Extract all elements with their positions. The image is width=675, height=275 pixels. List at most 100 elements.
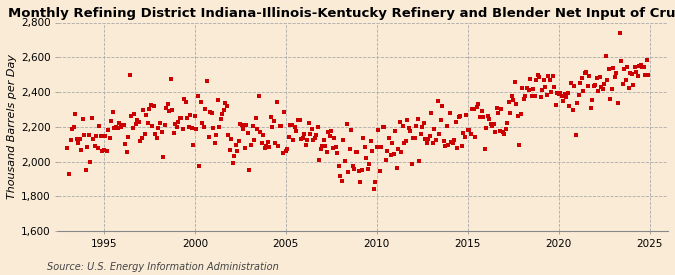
Point bbox=[561, 95, 572, 100]
Point bbox=[481, 126, 491, 130]
Point bbox=[281, 149, 292, 153]
Point bbox=[247, 123, 258, 128]
Point bbox=[482, 114, 493, 119]
Point bbox=[628, 83, 639, 87]
Point bbox=[158, 155, 169, 159]
Point bbox=[194, 164, 205, 168]
Point bbox=[450, 120, 461, 125]
Point bbox=[570, 133, 581, 137]
Point bbox=[314, 158, 325, 163]
Point bbox=[505, 111, 516, 116]
Point bbox=[587, 97, 597, 102]
Point bbox=[431, 138, 441, 142]
Point bbox=[82, 145, 92, 149]
Point bbox=[367, 148, 378, 153]
Point bbox=[389, 129, 400, 134]
Point bbox=[379, 125, 390, 129]
Point bbox=[614, 30, 625, 35]
Point bbox=[573, 93, 584, 98]
Point bbox=[122, 149, 132, 154]
Point bbox=[529, 94, 540, 98]
Point bbox=[591, 75, 602, 80]
Point bbox=[461, 112, 472, 117]
Point bbox=[227, 161, 238, 166]
Point bbox=[549, 85, 560, 90]
Point bbox=[376, 144, 387, 149]
Point bbox=[106, 119, 117, 124]
Point bbox=[393, 146, 404, 151]
Point bbox=[179, 97, 190, 101]
Point bbox=[63, 172, 74, 177]
Point bbox=[182, 116, 192, 121]
Point bbox=[352, 150, 362, 155]
Point bbox=[92, 146, 103, 150]
Point bbox=[256, 141, 267, 145]
Point bbox=[590, 83, 601, 87]
Point bbox=[142, 121, 153, 125]
Point bbox=[119, 142, 130, 146]
Point bbox=[67, 127, 78, 131]
Point bbox=[286, 123, 297, 127]
Point bbox=[230, 143, 241, 147]
Point bbox=[567, 108, 578, 113]
Point bbox=[282, 147, 293, 151]
Point bbox=[317, 144, 327, 148]
Point bbox=[466, 132, 477, 136]
Point bbox=[198, 125, 209, 130]
Point bbox=[129, 112, 140, 117]
Point bbox=[277, 150, 288, 155]
Point bbox=[528, 86, 539, 91]
Point bbox=[625, 71, 636, 76]
Point bbox=[508, 98, 519, 103]
Point bbox=[433, 132, 444, 136]
Point bbox=[103, 128, 114, 132]
Point bbox=[639, 65, 649, 70]
Y-axis label: Thousand Barrels per Day: Thousand Barrels per Day bbox=[7, 54, 17, 199]
Point bbox=[617, 82, 628, 87]
Point bbox=[331, 145, 342, 149]
Point bbox=[578, 89, 589, 93]
Point bbox=[159, 123, 170, 127]
Point bbox=[162, 102, 173, 107]
Point bbox=[626, 72, 637, 76]
Point bbox=[296, 136, 306, 141]
Point bbox=[191, 127, 202, 131]
Point bbox=[91, 134, 102, 138]
Point bbox=[340, 159, 350, 163]
Point bbox=[579, 71, 590, 75]
Point bbox=[460, 135, 470, 139]
Point bbox=[97, 149, 108, 153]
Point bbox=[258, 132, 269, 137]
Point bbox=[117, 122, 128, 127]
Point bbox=[80, 167, 91, 172]
Point bbox=[382, 148, 393, 153]
Point bbox=[238, 127, 249, 131]
Point bbox=[500, 126, 511, 131]
Point bbox=[611, 70, 622, 75]
Point bbox=[396, 150, 406, 154]
Point bbox=[248, 138, 259, 142]
Point bbox=[221, 104, 232, 108]
Point bbox=[152, 136, 163, 140]
Point bbox=[443, 142, 454, 147]
Point bbox=[77, 117, 88, 122]
Point bbox=[168, 130, 179, 135]
Point bbox=[490, 130, 501, 134]
Point bbox=[315, 147, 326, 152]
Point bbox=[180, 100, 191, 104]
Point bbox=[574, 81, 585, 85]
Point bbox=[535, 94, 546, 99]
Point bbox=[276, 124, 287, 128]
Point bbox=[244, 168, 255, 172]
Point bbox=[597, 87, 608, 91]
Point bbox=[558, 99, 569, 103]
Point bbox=[164, 109, 175, 113]
Point bbox=[346, 128, 356, 132]
Point bbox=[572, 100, 583, 105]
Point bbox=[171, 125, 182, 129]
Point bbox=[240, 146, 250, 150]
Point bbox=[409, 136, 420, 140]
Point bbox=[562, 91, 573, 95]
Point bbox=[583, 83, 593, 88]
Point bbox=[623, 86, 634, 90]
